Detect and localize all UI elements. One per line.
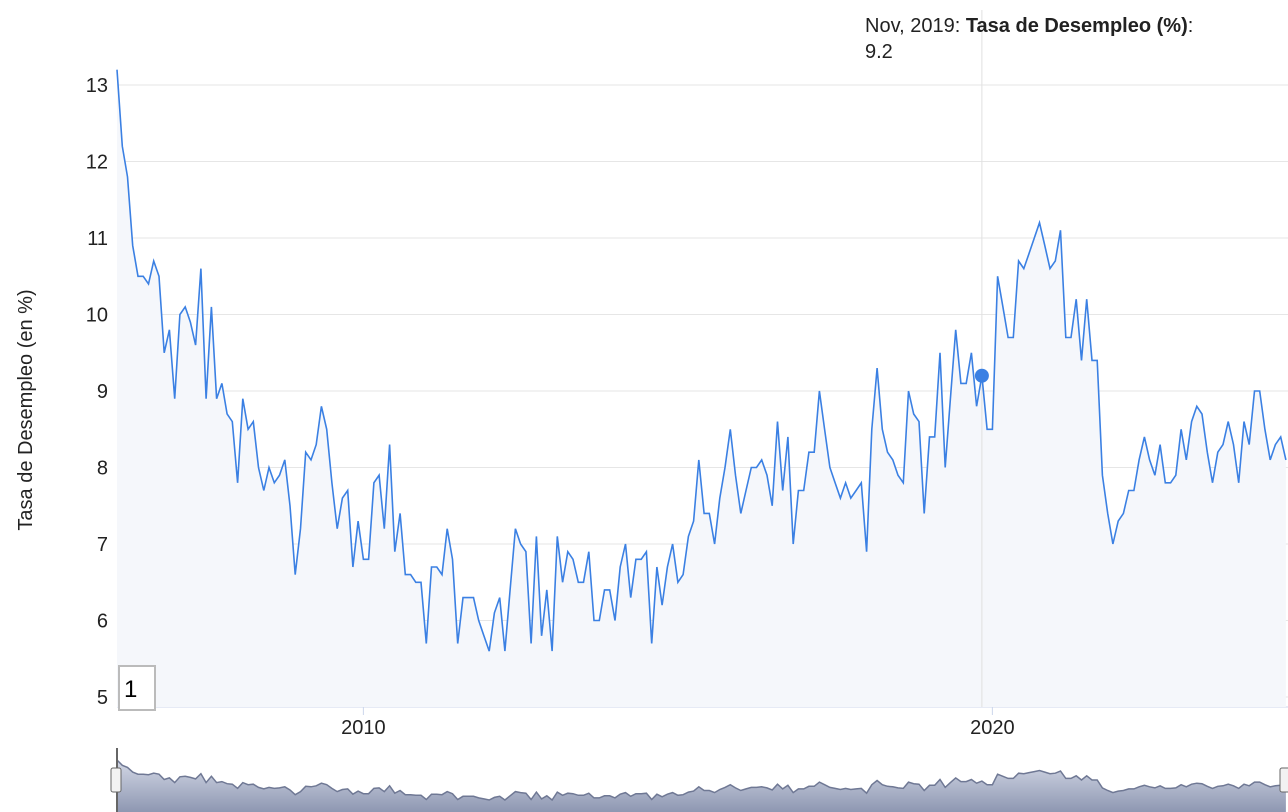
y-tick-label: 10 [86,305,108,327]
y-axis-title: Tasa de Desempleo (en %) [15,289,37,530]
x-tick-label: 2010 [341,717,386,739]
y-tick-label: 8 [97,458,108,480]
y-tick-label: 6 [97,611,108,633]
navigator-line [116,759,1287,802]
tooltip: Nov, 2019: Tasa de Desempleo (%): 9.2 [865,15,1194,63]
tooltip-series: Tasa de Desempleo (%) [965,15,1188,37]
tooltip-date: Nov, 2019 [865,15,955,37]
line [116,69,1287,652]
y-tick-label: 5 [97,687,108,709]
navigator-handle[interactable] [110,767,122,793]
y-tick-label: 7 [97,534,108,556]
y-tick-label: 13 [86,75,108,97]
range-input[interactable]: 1 [118,665,156,711]
area [117,69,1286,707]
y-tick-label: 9 [97,381,108,403]
navigator-area [117,760,1286,812]
navigator-handle[interactable] [1279,767,1288,793]
hover-marker [974,368,989,383]
y-tick-label: 12 [86,151,108,173]
y-tick-label: 11 [87,228,108,250]
tooltip-value: 9.2 [865,41,893,63]
x-tick-label: 2020 [970,717,1015,739]
